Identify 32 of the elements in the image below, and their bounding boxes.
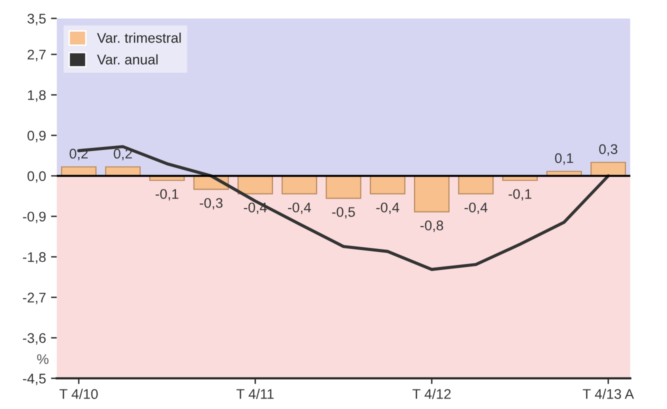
data-label: 0,3 bbox=[599, 144, 618, 156]
y-tick-label: 2,7 bbox=[28, 50, 46, 62]
text: % bbox=[37, 354, 48, 364]
y-tick-label: 0,0 bbox=[28, 171, 46, 183]
y-tick-label: 3,5 bbox=[28, 14, 46, 26]
data-label: -0,4 bbox=[464, 202, 488, 214]
legend-label: Var. trimestral bbox=[97, 32, 181, 43]
x-tick-label: T 4/11 bbox=[236, 388, 274, 399]
y-tick-label: -1,8 bbox=[22, 252, 46, 264]
data-label: -0,3 bbox=[200, 198, 222, 210]
bar bbox=[414, 175, 450, 212]
y-tick-label: -3,6 bbox=[22, 333, 46, 345]
data-label: -0,8 bbox=[420, 220, 444, 232]
bar bbox=[370, 175, 406, 194]
bar bbox=[326, 175, 362, 199]
data-label: 0,1 bbox=[555, 153, 574, 165]
data-label: -0,4 bbox=[288, 202, 311, 214]
data-label: -0,4 bbox=[376, 202, 400, 214]
x-tick-label: T 4/10 bbox=[60, 388, 98, 399]
y-tick-label: 1,8 bbox=[28, 90, 46, 102]
y-tick-label: -2,7 bbox=[22, 292, 46, 304]
data-label: -0,1 bbox=[508, 189, 532, 201]
legend-label: Var. anual bbox=[97, 54, 158, 64]
y-tick-label: -4,5 bbox=[22, 374, 46, 386]
bar bbox=[458, 175, 494, 194]
data-label: -0,1 bbox=[156, 189, 178, 201]
x-tick-label: T 4/13 A bbox=[582, 388, 634, 399]
data-label: -0,5 bbox=[332, 207, 355, 219]
x-tick-label: T 4/12 bbox=[412, 388, 451, 399]
bar bbox=[282, 175, 318, 194]
y-tick-label: -0,9 bbox=[22, 212, 46, 224]
y-tick-label: 0,9 bbox=[28, 130, 46, 142]
